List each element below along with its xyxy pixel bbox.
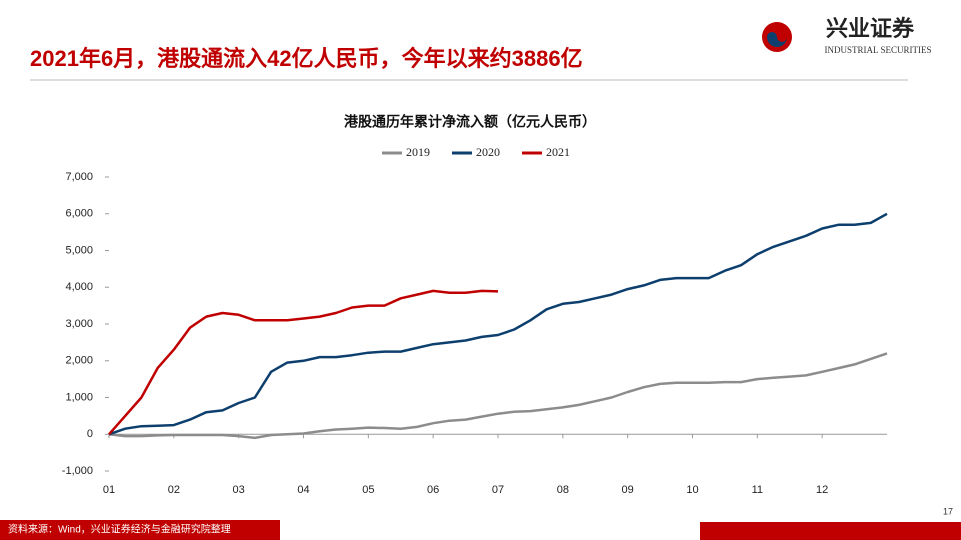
footer-bar [0,520,280,540]
logo-text: 兴业证券 [826,16,915,41]
x-tick-label: 08 [557,484,569,496]
x-tick-label: 12 [816,484,828,496]
legend: 2019 2020 2021 [382,145,570,159]
footer-source: 资料来源：Wind，兴业证券经济与金融研究院整理 [8,523,231,536]
y-tick-label: 2,000 [65,355,93,367]
x-tick-label: 04 [297,484,309,496]
y-tick-label: 6,000 [65,208,93,220]
x-tick-label: 06 [427,484,439,496]
y-tick-label: 0 [87,428,93,440]
y-tick-label: 4,000 [65,281,93,293]
series-line [108,289,499,436]
page-number: 17 [943,506,953,516]
y-tick-label: -1,000 [62,465,93,477]
logo-swirl [767,32,787,47]
plot: -1,000 0 1,000 2,000 3,000 4,000 5,000 6,000 7,0… [62,171,888,496]
x-tick-label: 03 [233,484,245,496]
logo-subtext: INDUSTRIAL SECURITIES [825,45,932,55]
y-tick-label: 5,000 [65,244,93,256]
x-tick-label: 09 [622,484,634,496]
x-tick-label: 11 [752,484,763,496]
legend-label: 2021 [546,145,570,159]
x-tick-label: 01 [103,484,115,496]
slide-title: 2021年6月，港股通流入42亿人民币，今年以来约3886亿 [30,46,583,71]
legend-label: 2020 [476,145,500,159]
y-tick-label: 1,000 [65,391,93,403]
y-tick-label: 3,000 [65,318,93,330]
y-tick-label: 7,000 [65,171,93,183]
x-tick-label: 10 [686,484,698,496]
chart-title: 港股通历年累计净流入额（亿元人民币） [344,114,596,130]
x-tick-label: 07 [492,484,504,496]
series-line [108,352,888,440]
legend-label: 2019 [406,145,430,159]
series-line [108,212,888,436]
footer-bar-right [700,522,961,540]
x-tick-label: 02 [168,484,180,496]
x-tick-label: 05 [362,484,374,496]
